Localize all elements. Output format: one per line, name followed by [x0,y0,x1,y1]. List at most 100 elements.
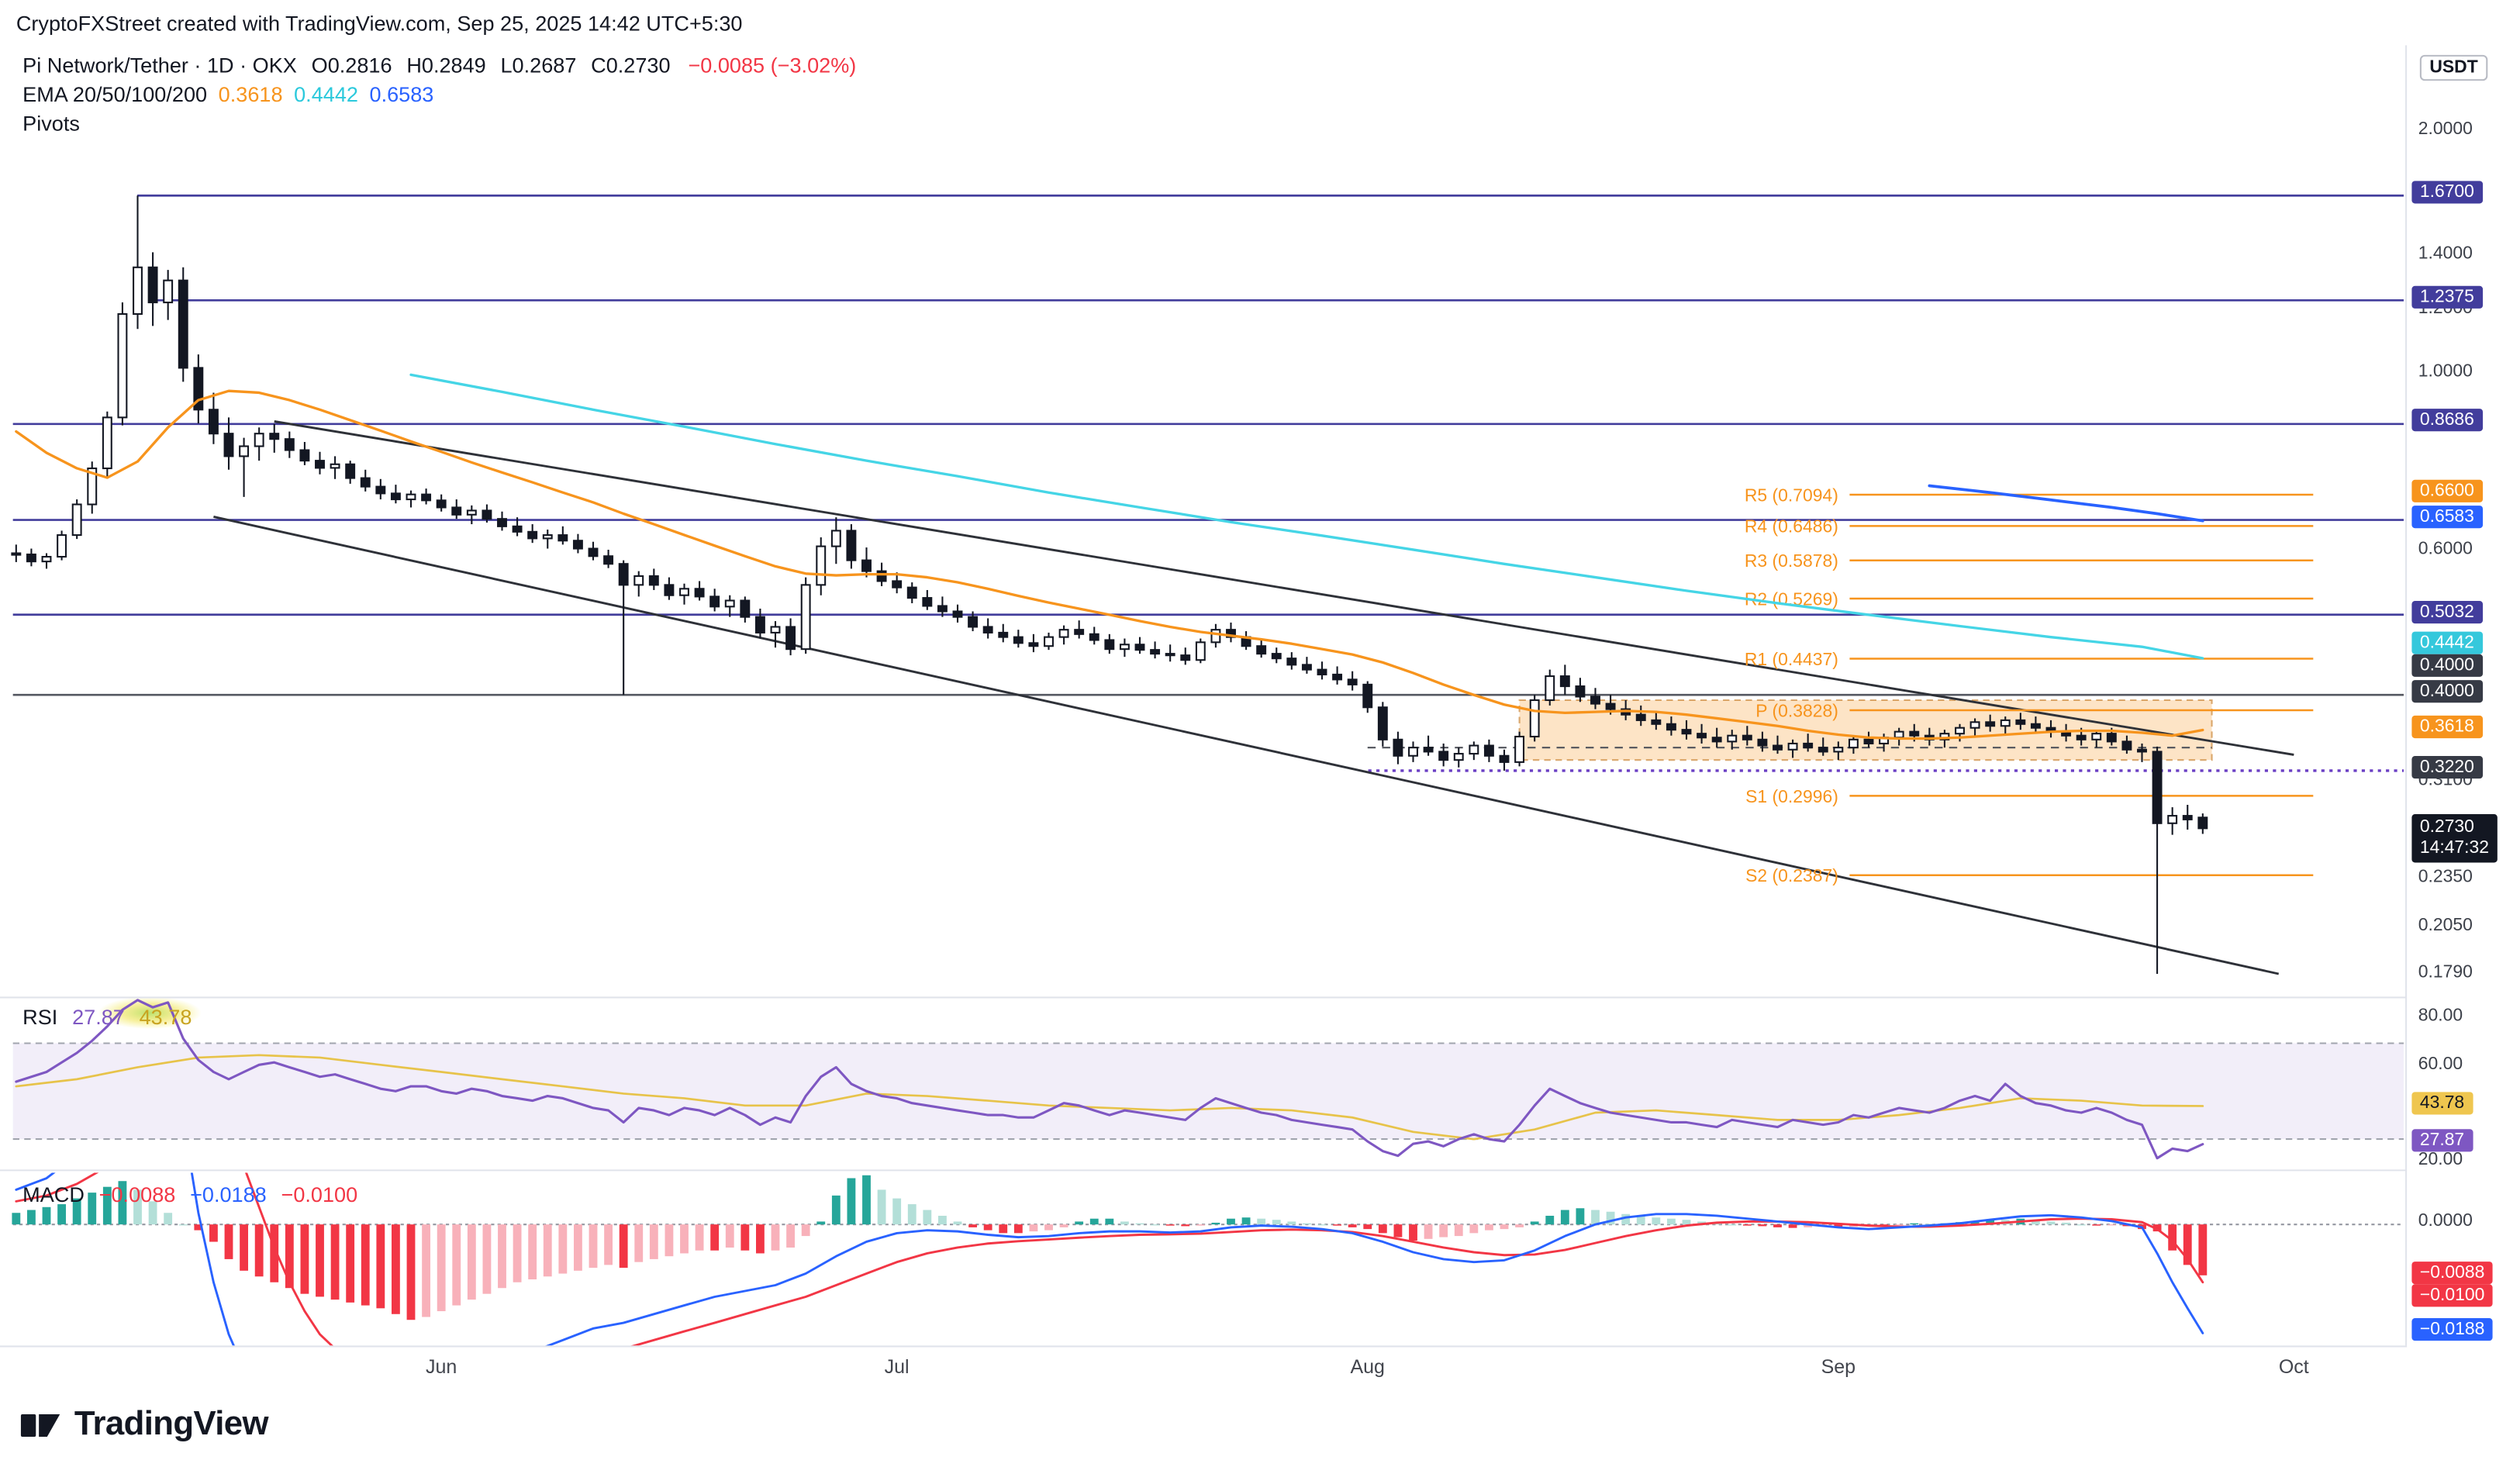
pivots-row: Pivots [22,112,856,136]
candle [527,524,538,544]
candle [1180,647,1191,665]
candle [497,511,507,531]
candle [1134,637,1145,654]
time-axis-label[interactable]: Aug [1350,1355,1385,1379]
candle [1559,664,1570,696]
macd-histogram-bar [361,1224,370,1306]
candle [1195,638,1206,664]
rsi-axis-label: 80.00 [2418,1006,2463,1026]
low-label: L [500,53,513,78]
candle [451,499,462,519]
candle [436,494,447,512]
rsi-ma-line [15,1054,2204,1141]
macd-line [15,1172,2204,1346]
macd-histogram-bar [148,1201,157,1225]
candle [861,547,872,578]
symbol-title[interactable]: Pi Network/Tether · 1D · OKX [22,53,297,78]
candle [512,517,523,537]
macd-histogram-bar [999,1224,1008,1234]
candle [724,595,735,617]
time-axis-label[interactable]: Jul [884,1355,910,1379]
candle [223,417,234,470]
macd-histogram-bar [1758,1224,1767,1227]
candle [1469,741,1479,761]
price-level-badge: 0.4000 [2411,680,2483,703]
macd-histogram-bar [1151,1224,1159,1226]
candle [2197,813,2208,834]
time-axis-label[interactable]: Sep [1821,1355,1856,1379]
candle [1226,622,1236,643]
last-price-badge: 0.2730 14:47:32 [2411,813,2498,863]
macd-histogram-bar [376,1224,385,1309]
candle [1666,716,1676,736]
open-value: 0.2816 [327,53,392,78]
candle [1028,633,1039,653]
macd-histogram-bar [1576,1208,1585,1225]
time-axis[interactable]: Jun Jul Aug Sep Oct [0,1347,2407,1389]
candle [1044,632,1054,651]
candle [482,504,492,523]
macd-histogram-bar [892,1198,902,1225]
candle [71,499,82,540]
candle [2030,716,2041,734]
macd-histogram-bar [634,1224,644,1262]
macd-histogram-bar [528,1224,537,1280]
time-axis-label[interactable]: Oct [2278,1355,2309,1379]
pivots-label[interactable]: Pivots [22,111,80,136]
ema-label[interactable]: EMA 20/50/100/200 [22,82,208,107]
price-axis[interactable]: USDT 2.00001.40001.20001.00000.60000.310… [2407,0,2520,1467]
macd-value-badge: −0.0100 [2411,1283,2493,1306]
ohlc-close: C0.2730 [591,54,670,78]
macd-pane[interactable] [0,1172,2404,1344]
macd-histogram-bar [740,1224,750,1251]
macd-histogram-bar [725,1224,734,1248]
macd-histogram-bar [1469,1224,1479,1234]
candle [1863,731,1874,748]
macd-histogram-bar [57,1204,66,1225]
candle [588,541,599,561]
macd-histogram-bar [270,1224,279,1282]
attribution-text: CryptoFXStreet created with TradingView.… [16,11,743,36]
macd-histogram-bar [983,1224,992,1231]
rsi-legend: RSI 27.87 43.78 [22,1005,192,1029]
macd-histogram-bar [1804,1224,1813,1227]
time-axis-label[interactable]: Jun [425,1355,457,1379]
macd-histogram-bar [1530,1221,1539,1225]
macd-histogram-bar [1606,1211,1615,1225]
descending-trendline[interactable] [274,420,2294,756]
candle [1529,695,1540,742]
macd-histogram-bar [968,1224,977,1227]
high-value: 0.2849 [421,53,486,78]
candle [1104,633,1115,654]
macd-histogram-bar [513,1224,522,1282]
rsi-value: 27.87 [72,1004,125,1030]
candle [2121,735,2132,754]
price-axis-label: 0.2050 [2418,915,2473,935]
macd-label[interactable]: MACD [22,1182,85,1207]
candle [375,478,386,500]
candle [208,392,219,444]
ema200-value: 0.6583 [369,82,434,107]
candle [1483,739,1494,762]
descending-trendline[interactable] [213,516,2280,975]
rsi-label[interactable]: RSI [22,1004,58,1030]
macd-histogram-bar [118,1181,127,1225]
candle [1590,688,1600,709]
macd-histogram-bar [482,1224,492,1294]
macd-histogram-bar [619,1224,628,1269]
macd-histogram-bar [2183,1224,2192,1265]
macd-histogram-bar [346,1224,355,1303]
tradingview-logo[interactable]: TradingView [19,1403,268,1445]
candle [1514,731,1525,767]
candle [1438,743,1449,767]
candle [648,568,659,590]
candle [315,451,325,475]
candle [1301,657,1312,674]
macd-histogram-bar [907,1204,917,1225]
candle [178,267,188,382]
macd-histogram-bar [1105,1218,1114,1225]
macd-histogram-bar [695,1224,704,1251]
candle [800,577,811,654]
candle [1119,638,1130,658]
